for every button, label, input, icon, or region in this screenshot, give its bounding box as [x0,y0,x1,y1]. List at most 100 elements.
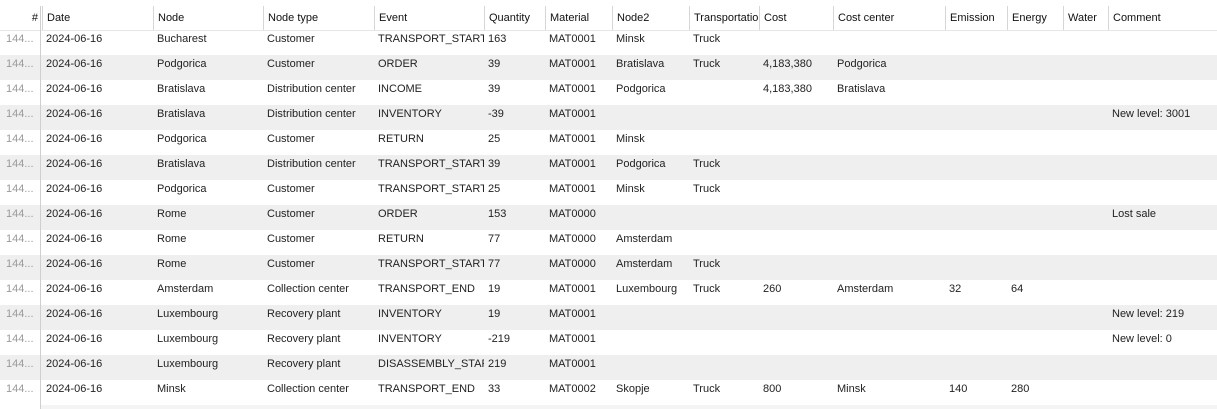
cell-energy[interactable]: 64 [1011,283,1024,295]
cell-quantity[interactable]: 25 [488,183,501,195]
cell-comment[interactable] [1108,280,1217,305]
cell-cost[interactable] [759,155,833,180]
cell-transportation[interactable] [689,205,759,230]
table-row[interactable]: 144... 2024-06-16 Luxembourg Recovery plant… [0,355,1217,380]
cell-material[interactable]: MAT0001 [549,333,596,345]
cell-node2[interactable] [612,205,689,230]
cell-cost-center[interactable] [833,30,945,55]
cell-node2[interactable]: Amsterdam [616,258,673,270]
cell-date[interactable]: 2024-06-16 [46,358,103,370]
cell-emission[interactable]: 140 [949,383,968,395]
cell-node-type[interactable]: Recovery plant [267,358,341,370]
cell-comment[interactable] [1108,380,1217,405]
table-row[interactable]: 144... 2024-06-16 Bratislava Distribution c… [0,80,1217,105]
cell-date[interactable]: 2024-06-16 [46,133,103,145]
cell-rownum[interactable]: 144... [6,158,34,170]
cell-comment[interactable]: New level: 0 [1112,333,1172,345]
cell-node[interactable]: Podgorica [157,133,207,145]
cell-node2[interactable]: Podgorica [616,83,666,95]
table-row[interactable]: 144... 2024-06-16 Rome Customer ORDER 153 MAT0… [0,205,1217,230]
cell-event[interactable]: TRANSPORT_START [378,158,484,170]
cell-date[interactable]: 2024-06-16 [46,108,103,120]
cell-cost-center[interactable] [833,230,945,255]
table-row[interactable]: 144... 2024-06-16 Amsterdam Collection cent… [0,280,1217,305]
cell-comment[interactable] [1108,30,1217,55]
cell-event[interactable]: RETURN [378,233,424,245]
table-row[interactable]: 144... 2024-06-16 Luxembourg Recovery plant… [0,330,1217,355]
cell-transportation[interactable] [689,130,759,155]
cell-cost[interactable] [759,130,833,155]
column-header-transportation[interactable]: Transportation [689,6,759,30]
cell-emission[interactable] [945,155,1007,180]
column-header-event[interactable]: Event [374,6,484,30]
cell-node2[interactable]: Amsterdam [616,233,673,245]
cell-energy[interactable] [1007,180,1063,205]
cell-comment[interactable] [1108,230,1217,255]
cell-comment[interactable]: Lost sale [1112,208,1157,220]
cell-material[interactable]: MAT0001 [549,283,596,295]
cell-rownum[interactable]: 144... [6,83,34,95]
cell-quantity[interactable]: 163 [488,33,507,45]
cell-water[interactable] [1063,130,1108,155]
cell-transportation[interactable]: Truck [693,258,721,270]
column-header-rownum[interactable]: # [31,12,38,24]
cell-water[interactable] [1063,255,1108,280]
cell-node-type[interactable]: Collection center [267,283,349,295]
cell-material[interactable]: MAT0001 [549,158,596,170]
cell-node2[interactable] [612,105,689,130]
cell-node-type[interactable]: Distribution center [267,108,356,120]
column-header-material[interactable]: Material [545,6,612,30]
cell-node2[interactable] [612,355,689,380]
cell-rownum[interactable]: 144... [6,58,34,70]
cell-event[interactable]: TRANSPORT_END [378,383,475,395]
cell-water[interactable] [1063,155,1108,180]
cell-comment[interactable] [1108,155,1217,180]
cell-rownum[interactable]: 144... [6,308,34,320]
cell-cost-center[interactable] [833,180,945,205]
cell-energy[interactable] [1007,205,1063,230]
cell-cost[interactable] [759,305,833,330]
column-header-comment[interactable]: Comment [1108,6,1217,30]
cell-date[interactable]: 2024-06-16 [46,233,103,245]
cell-node2[interactable] [612,330,689,355]
cell-node[interactable]: Luxembourg [157,308,219,320]
cell-rownum[interactable]: 144... [6,133,34,145]
cell-node[interactable]: Bratislava [157,83,206,95]
cell-date[interactable]: 2024-06-16 [46,83,103,95]
column-header-cost[interactable]: Cost [759,6,833,30]
cell-transportation[interactable] [689,105,759,130]
cell-energy[interactable] [1007,230,1063,255]
cell-transportation[interactable]: Truck [693,58,721,70]
cell-water[interactable] [1063,380,1108,405]
cell-cost[interactable] [759,30,833,55]
cell-event[interactable]: TRANSPORT_END [378,283,475,295]
cell-cost-center[interactable] [833,330,945,355]
table-row[interactable]: 144... 2024-06-16 Minsk Collection center TR… [0,380,1217,405]
cell-cost-center[interactable] [833,305,945,330]
cell-quantity[interactable]: 219 [488,358,507,370]
cell-transportation[interactable] [689,230,759,255]
cell-emission[interactable] [945,205,1007,230]
cell-date[interactable]: 2024-06-16 [46,58,103,70]
cell-cost[interactable] [759,330,833,355]
table-row[interactable]: 144... 2024-06-16 Podgorica Customer ORDER 39… [0,55,1217,80]
cell-material[interactable]: MAT0001 [549,83,596,95]
cell-node2[interactable]: Minsk [616,133,645,145]
cell-cost-center[interactable]: Minsk [837,383,866,395]
cell-node[interactable]: Bratislava [157,158,206,170]
cell-node[interactable]: Rome [157,258,187,270]
column-header-water[interactable]: Water [1063,6,1108,30]
cell-date[interactable]: 2024-06-16 [46,308,103,320]
cell-date[interactable]: 2024-06-16 [46,158,103,170]
cell-comment[interactable] [1108,180,1217,205]
cell-node-type[interactable]: Customer [267,258,315,270]
cell-cost-center[interactable]: Amsterdam [837,283,894,295]
cell-material[interactable]: MAT0001 [549,308,596,320]
cell-energy[interactable] [1007,105,1063,130]
cell-rownum[interactable]: 144... [6,358,34,370]
table-row[interactable]: 144... 2024-06-16 Rome Customer TRANSPORT_ST… [0,255,1217,280]
cell-cost[interactable] [759,205,833,230]
cell-material[interactable]: MAT0001 [549,183,596,195]
cell-energy[interactable] [1007,155,1063,180]
cell-comment[interactable] [1108,55,1217,80]
